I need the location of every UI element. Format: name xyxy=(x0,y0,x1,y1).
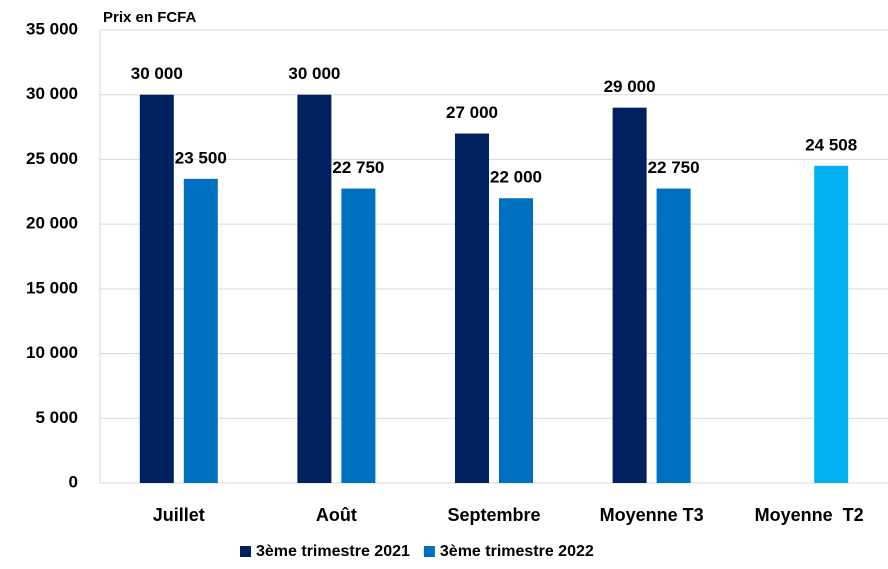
x-tick-label: Moyenne T3 xyxy=(600,505,704,525)
bar xyxy=(455,133,489,484)
data-label: 27 000 xyxy=(446,103,498,122)
x-tick-label: Septembre xyxy=(447,505,540,525)
axis-unit-label: Prix en FCFA xyxy=(103,9,197,26)
data-label: 30 000 xyxy=(288,64,340,83)
y-tick-label: 20 000 xyxy=(26,214,78,233)
x-tick-label: Moyenne T2 xyxy=(755,505,864,525)
y-tick-label: 35 000 xyxy=(26,19,78,38)
data-label: 22 750 xyxy=(332,158,384,177)
bar xyxy=(139,94,174,483)
y-tick-label: 30 000 xyxy=(26,84,78,103)
data-label: 22 750 xyxy=(648,158,700,177)
legend-swatch xyxy=(240,546,251,557)
bar xyxy=(814,165,849,484)
legend-label: 3ème trimestre 2022 xyxy=(440,543,594,560)
bar xyxy=(499,198,533,483)
data-label: 22 000 xyxy=(490,168,542,187)
legend-swatch xyxy=(423,546,435,557)
bar xyxy=(341,188,376,484)
x-tick-label: Juillet xyxy=(153,505,205,525)
legend-label: 3ème trimestre 2021 xyxy=(256,543,410,560)
x-tick-label: Août xyxy=(316,505,357,525)
bar xyxy=(612,107,647,484)
data-label: 29 000 xyxy=(604,77,656,96)
y-tick-label: 25 000 xyxy=(26,149,78,168)
bar xyxy=(297,94,332,483)
y-tick-label: 10 000 xyxy=(26,343,78,362)
y-tick-label: 5 000 xyxy=(35,408,78,427)
data-label: 24 508 xyxy=(805,135,857,154)
y-tick-label: 0 xyxy=(69,472,78,491)
y-tick-label: 15 000 xyxy=(26,278,78,297)
data-label: 30 000 xyxy=(131,64,183,83)
bar xyxy=(656,188,691,484)
data-label: 23 500 xyxy=(175,148,227,167)
bar xyxy=(183,178,218,484)
